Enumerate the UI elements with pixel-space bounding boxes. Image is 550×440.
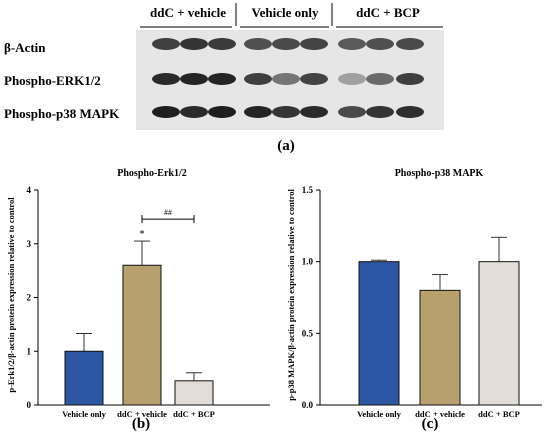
blot-band (208, 38, 236, 50)
bar (64, 350, 104, 406)
blot-band (396, 73, 424, 85)
group-label-ddc-vehicle: ddC + vehicle (150, 5, 226, 20)
bar (419, 289, 461, 406)
significance-marker: * (140, 229, 145, 240)
row-label-beta-actin: β-Actin (4, 40, 46, 55)
x-tick-label: ddC + vehicle (415, 409, 465, 419)
blot-band (300, 106, 328, 118)
blot-band (208, 106, 236, 118)
blot-band (272, 38, 300, 50)
western-blot-panel: ddC + vehicle Vehicle only ddC + BCP β-A… (4, 3, 444, 154)
blot-band (244, 73, 272, 85)
chart-phospho-p38: Phospho-p38 MAPK p-p38 MAPK/β-actin prot… (286, 168, 542, 432)
blot-band (244, 38, 272, 50)
blot-band (366, 73, 394, 85)
blot-bands (152, 38, 424, 118)
y-tick-label: 0.0 (302, 400, 314, 410)
chart-c-title: Phospho-p38 MAPK (395, 168, 484, 179)
blot-band (180, 38, 208, 50)
x-tick-label: Vehicle only (357, 409, 402, 419)
blot-band (366, 38, 394, 50)
bar (174, 380, 214, 406)
y-tick-label: 0 (27, 400, 32, 410)
blot-band (338, 73, 366, 85)
row-label-phospho-erk: Phospho-ERK1/2 (4, 73, 101, 88)
group-label-ddc-bcp: ddC + BCP (356, 5, 420, 20)
y-tick-label: 2 (27, 293, 32, 303)
blot-band (272, 73, 300, 85)
row-label-phospho-p38: Phospho-p38 MAPK (4, 106, 120, 121)
chart-b-ylabel: p-Erk1/2/β-actin protein expression rela… (6, 197, 16, 393)
x-tick-label: ddC + BCP (173, 409, 215, 419)
blot-band (272, 106, 300, 118)
panel-label-b: (b) (132, 416, 150, 432)
bar (358, 261, 400, 406)
panel-label-c: (c) (422, 416, 439, 432)
blot-band (366, 106, 394, 118)
blot-band (152, 73, 180, 85)
chart-c-ylabel: p-p38 MAPK/β-actin protein expression re… (286, 189, 296, 401)
y-tick-label: 0.5 (302, 328, 314, 338)
y-tick-label: 1 (27, 346, 32, 356)
bar (478, 261, 520, 406)
panel-label-a: (a) (277, 138, 295, 154)
blot-band (300, 38, 328, 50)
blot-band (338, 106, 366, 118)
bar (122, 264, 162, 406)
x-tick-label: Vehicle only (62, 409, 107, 419)
blot-band (180, 73, 208, 85)
blot-band (338, 38, 366, 50)
y-tick-label: 3 (27, 239, 32, 249)
group-label-vehicle-only: Vehicle only (251, 5, 319, 20)
x-tick-label: ddC + vehicle (117, 409, 167, 419)
blot-band (396, 38, 424, 50)
chart-b-title: Phospho-Erk1/2 (117, 168, 186, 179)
y-tick-label: 1.5 (302, 185, 314, 195)
y-tick-label: 4 (27, 185, 32, 195)
y-tick-label: 1.0 (302, 257, 314, 267)
chart-c-plot-area: 0.0 0.5 1.0 1.5 Vehicle only ddC + vehicle ddC… (302, 185, 542, 419)
chart-b-plot-area: 0 1 2 3 4 Vehicle only ddC + vehicle ddC + BCP *… (27, 185, 270, 419)
blot-band (152, 38, 180, 50)
blot-band (396, 106, 424, 118)
blot-band (244, 106, 272, 118)
blot-band (208, 73, 236, 85)
blot-band (180, 106, 208, 118)
blot-band (152, 106, 180, 118)
x-tick-label: ddC + BCP (478, 409, 520, 419)
significance-marker: ## (164, 208, 172, 217)
chart-phospho-erk: Phospho-Erk1/2 p-Erk1/2/β-actin protein … (6, 168, 270, 432)
blot-band (300, 73, 328, 85)
